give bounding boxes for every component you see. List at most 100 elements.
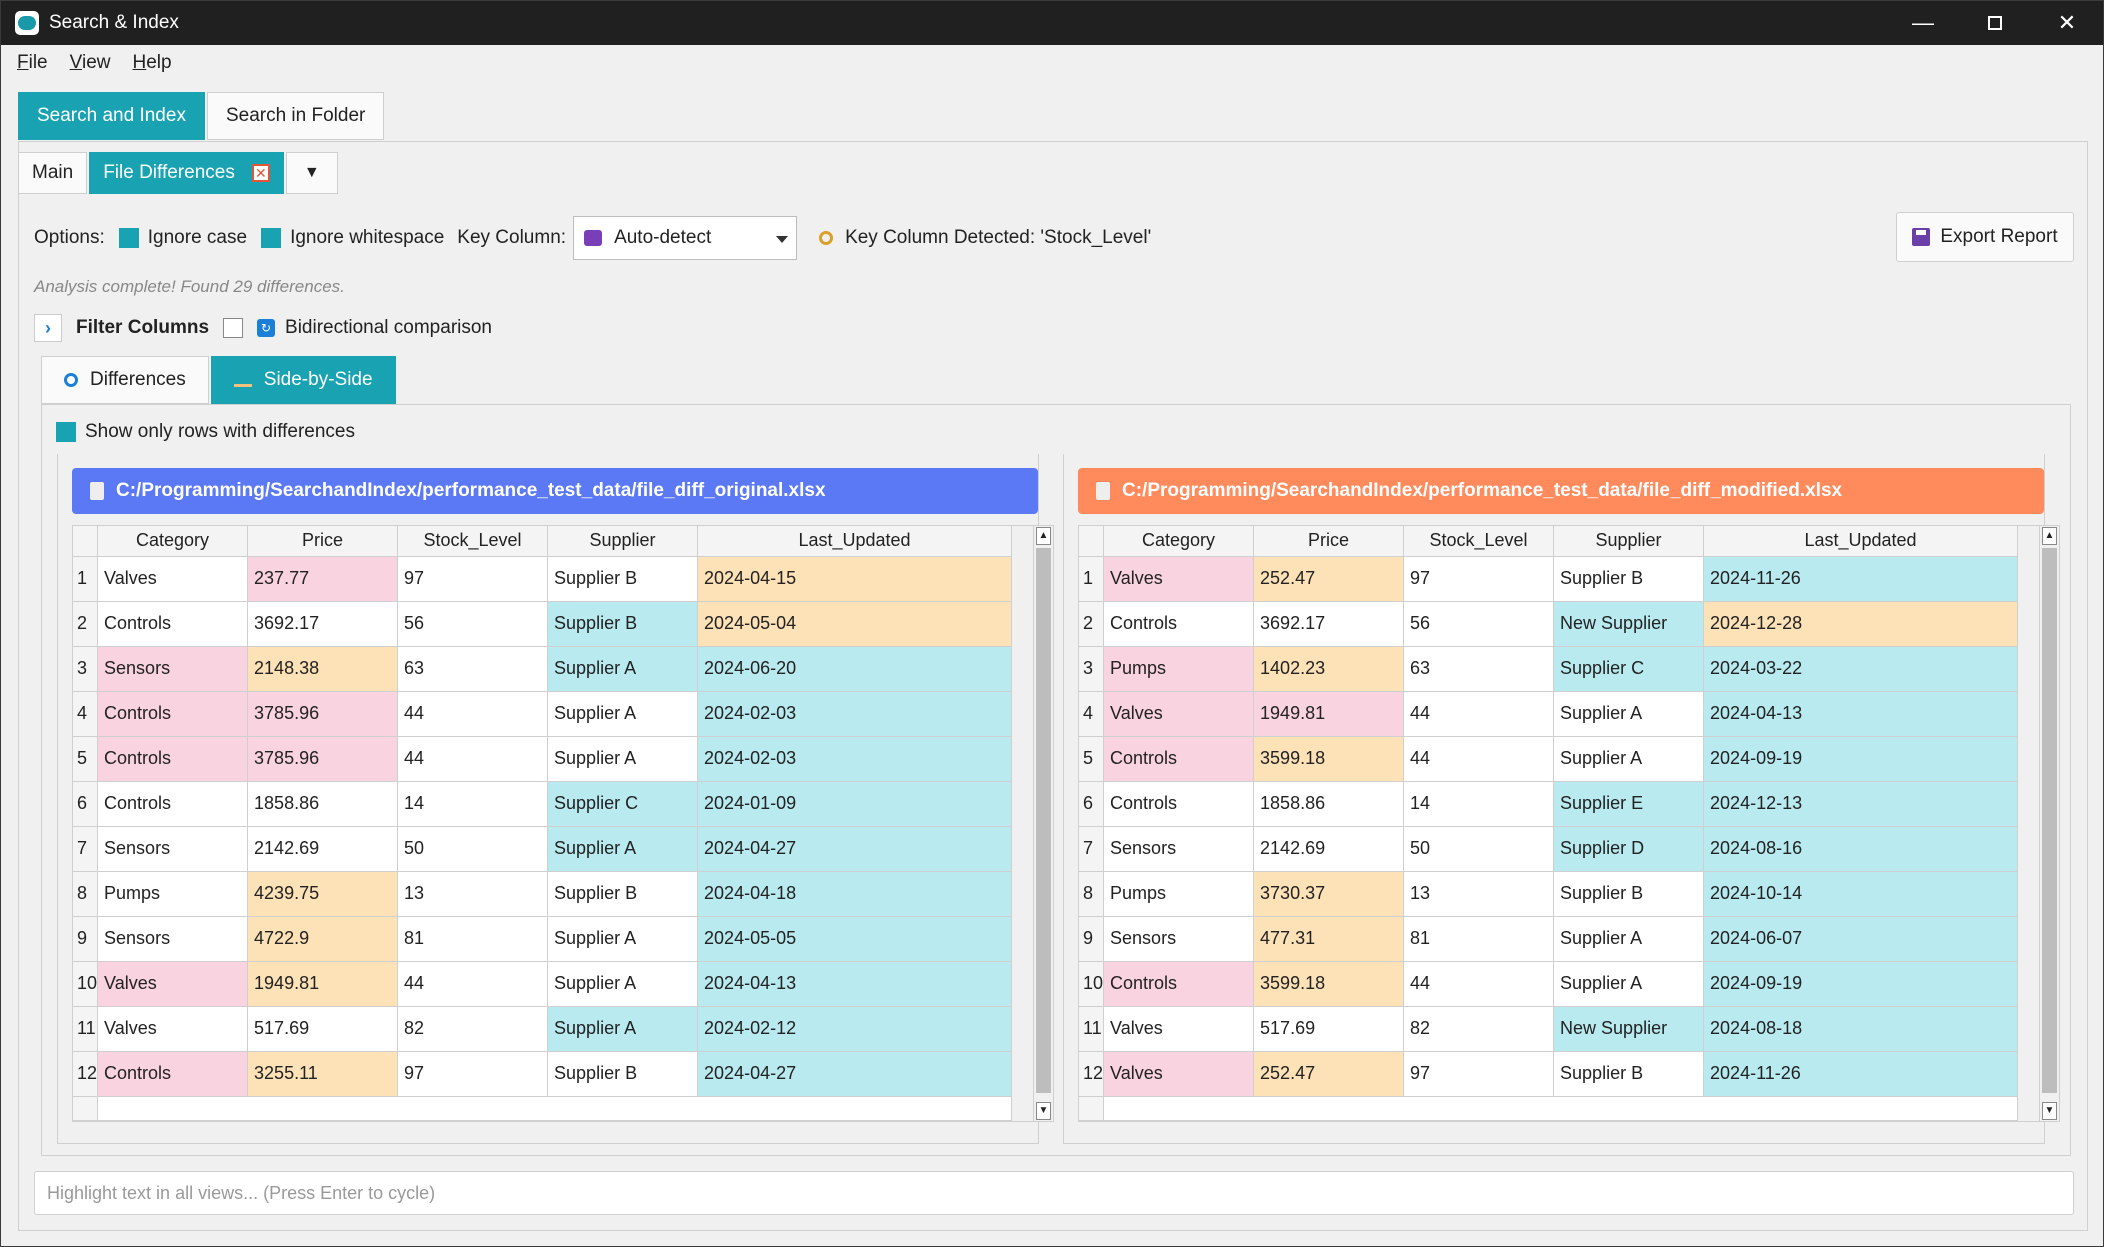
menu-view[interactable]: View <box>69 52 111 73</box>
table-cell[interactable]: 477.31 <box>1253 916 1405 962</box>
table-row[interactable]: 3 Sensors 2148.38 63 Supplier A 2024-06-20 <box>73 646 1013 692</box>
original-data-grid[interactable]: Category Price Stock_Level Supplier Last_Upd… <box>72 525 1054 1122</box>
table-cell[interactable]: 1402.23 <box>1253 646 1405 692</box>
table-cell[interactable]: 252.47 <box>1253 1051 1405 1097</box>
table-cell[interactable]: 2024-01-09 <box>697 781 1013 827</box>
highlight-input[interactable] <box>47 1182 2073 1204</box>
table-cell[interactable]: 2148.38 <box>247 646 399 692</box>
table-cell[interactable]: 517.69 <box>1253 1006 1405 1052</box>
table-cell[interactable]: Controls <box>1103 736 1255 782</box>
table-cell[interactable]: 2024-05-04 <box>697 601 1013 647</box>
table-cell[interactable]: 4239.75 <box>247 871 399 917</box>
tab-search-in-folder[interactable]: Search in Folder <box>206 92 385 140</box>
table-cell[interactable]: Pumps <box>97 871 249 917</box>
table-cell[interactable]: Pumps <box>1103 871 1255 917</box>
table-cell[interactable]: Supplier A <box>1553 916 1705 962</box>
table-cell[interactable]: 3599.18 <box>1253 961 1405 1007</box>
table-cell[interactable]: 2024-04-27 <box>697 1051 1013 1097</box>
table-cell[interactable]: 56 <box>397 601 549 647</box>
table-cell[interactable]: Supplier A <box>1553 736 1705 782</box>
column-header[interactable]: Last_Updated <box>697 526 1013 557</box>
table-cell[interactable]: 2024-04-15 <box>697 556 1013 602</box>
table-cell[interactable]: 2024-12-28 <box>1703 601 2019 647</box>
table-cell[interactable]: 3785.96 <box>247 691 399 737</box>
table-cell[interactable]: 2024-08-16 <box>1703 826 2019 872</box>
table-cell[interactable]: 2024-12-13 <box>1703 781 2019 827</box>
table-row[interactable]: 4 Valves 1949.81 44 Supplier A 2024-04-13 <box>1079 691 2019 737</box>
table-cell[interactable]: Supplier A <box>547 1006 699 1052</box>
table-cell[interactable]: 44 <box>1403 961 1555 1007</box>
show-only-differences-checkbox[interactable] <box>56 422 76 442</box>
table-cell[interactable]: Supplier A <box>547 736 699 782</box>
menu-help[interactable]: Help <box>132 52 172 73</box>
table-cell[interactable]: 50 <box>1403 826 1555 872</box>
table-cell[interactable]: 2024-04-27 <box>697 826 1013 872</box>
table-row[interactable]: 11 Valves 517.69 82 Supplier A 2024-02-12 <box>73 1006 1013 1052</box>
table-row[interactable]: 7 Sensors 2142.69 50 Supplier D 2024-08-16 <box>1079 826 2019 872</box>
table-row[interactable]: 10 Controls 3599.18 44 Supplier A 2024-09-19 <box>1079 961 2019 1007</box>
table-cell[interactable]: Supplier D <box>1553 826 1705 872</box>
column-header[interactable]: Category <box>1103 526 1255 557</box>
expand-filter-button[interactable]: › <box>34 314 62 342</box>
table-cell[interactable]: 44 <box>1403 736 1555 782</box>
table-cell[interactable]: 1858.86 <box>1253 781 1405 827</box>
table-cell[interactable]: Controls <box>1103 781 1255 827</box>
column-header[interactable]: Price <box>247 526 399 557</box>
table-cell[interactable]: 2024-10-14 <box>1703 871 2019 917</box>
table-cell[interactable]: 82 <box>397 1006 549 1052</box>
table-cell[interactable]: 50 <box>397 826 549 872</box>
table-cell[interactable]: 2024-09-19 <box>1703 736 2019 782</box>
table-row[interactable]: 5 Controls 3785.96 44 Supplier A 2024-02-03 <box>73 736 1013 782</box>
table-cell[interactable]: Controls <box>97 781 249 827</box>
table-cell[interactable]: 97 <box>397 1051 549 1097</box>
table-cell[interactable]: 3785.96 <box>247 736 399 782</box>
table-cell[interactable]: Sensors <box>97 826 249 872</box>
table-row[interactable]: 2 Controls 3692.17 56 New Supplier 2024-12-28 <box>1079 601 2019 647</box>
table-cell[interactable]: 82 <box>1403 1006 1555 1052</box>
table-cell[interactable]: Controls <box>1103 961 1255 1007</box>
table-cell[interactable]: 14 <box>397 781 549 827</box>
scroll-down-button[interactable]: ▼ <box>1036 1102 1051 1120</box>
table-cell[interactable]: 3692.17 <box>247 601 399 647</box>
table-cell[interactable]: 3255.11 <box>247 1051 399 1097</box>
table-cell[interactable]: 2024-02-03 <box>697 736 1013 782</box>
table-cell[interactable]: Supplier A <box>547 916 699 962</box>
table-cell[interactable]: Valves <box>1103 1051 1255 1097</box>
table-cell[interactable]: 3599.18 <box>1253 736 1405 782</box>
table-cell[interactable]: 252.47 <box>1253 556 1405 602</box>
export-report-button[interactable]: Export Report <box>1896 212 2074 262</box>
table-cell[interactable]: Controls <box>97 691 249 737</box>
table-row[interactable]: 2 Controls 3692.17 56 Supplier B 2024-05-04 <box>73 601 1013 647</box>
table-cell[interactable]: Supplier A <box>1553 961 1705 1007</box>
table-cell[interactable]: 2024-04-13 <box>1703 691 2019 737</box>
table-cell[interactable]: 2024-09-19 <box>1703 961 2019 1007</box>
table-cell[interactable]: Supplier B <box>1553 871 1705 917</box>
table-row[interactable]: 6 Controls 1858.86 14 Supplier C 2024-01-09 <box>73 781 1013 827</box>
table-cell[interactable]: Supplier B <box>1553 556 1705 602</box>
tab-file-differences[interactable]: File Differences ✕ <box>89 152 284 194</box>
table-cell[interactable]: Sensors <box>97 916 249 962</box>
scroll-thumb[interactable] <box>2042 548 2057 1093</box>
table-cell[interactable]: Supplier B <box>547 556 699 602</box>
table-cell[interactable]: 13 <box>1403 871 1555 917</box>
table-cell[interactable]: 2024-11-26 <box>1703 556 2019 602</box>
scroll-down-button[interactable]: ▼ <box>2042 1102 2057 1120</box>
table-cell[interactable]: 2024-08-18 <box>1703 1006 2019 1052</box>
table-row[interactable]: 5 Controls 3599.18 44 Supplier A 2024-09-19 <box>1079 736 2019 782</box>
table-cell[interactable]: Sensors <box>97 646 249 692</box>
table-row[interactable]: 9 Sensors 4722.9 81 Supplier A 2024-05-05 <box>73 916 1013 962</box>
table-cell[interactable]: Valves <box>1103 556 1255 602</box>
column-header[interactable]: Price <box>1253 526 1405 557</box>
maximize-button[interactable] <box>1959 1 2031 45</box>
table-cell[interactable]: 97 <box>1403 556 1555 602</box>
table-cell[interactable]: Controls <box>97 1051 249 1097</box>
table-row[interactable]: 12 Controls 3255.11 97 Supplier B 2024-04-27 <box>73 1051 1013 1097</box>
table-cell[interactable]: Valves <box>1103 1006 1255 1052</box>
table-cell[interactable]: Controls <box>97 601 249 647</box>
column-header[interactable]: Stock_Level <box>1403 526 1555 557</box>
table-row[interactable]: 7 Sensors 2142.69 50 Supplier A 2024-04-27 <box>73 826 1013 872</box>
table-cell[interactable]: 13 <box>397 871 549 917</box>
table-cell[interactable]: 44 <box>397 691 549 737</box>
tab-main[interactable]: Main <box>18 152 88 194</box>
table-cell[interactable]: Supplier E <box>1553 781 1705 827</box>
